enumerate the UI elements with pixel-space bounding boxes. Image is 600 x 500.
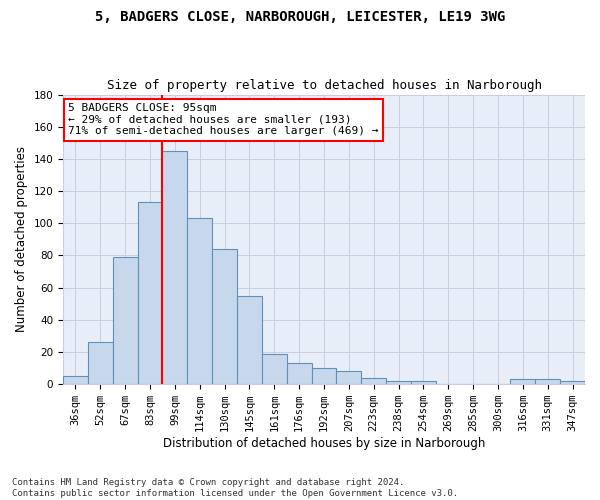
Text: 5 BADGERS CLOSE: 95sqm
← 29% of detached houses are smaller (193)
71% of semi-de: 5 BADGERS CLOSE: 95sqm ← 29% of detached… <box>68 103 379 136</box>
Bar <box>262 354 287 384</box>
Text: Contains HM Land Registry data © Crown copyright and database right 2024.
Contai: Contains HM Land Registry data © Crown c… <box>12 478 458 498</box>
Bar <box>535 380 560 384</box>
Bar <box>560 381 585 384</box>
Bar <box>287 364 311 384</box>
Bar <box>63 376 88 384</box>
Bar <box>411 381 436 384</box>
Bar <box>113 257 137 384</box>
Bar <box>237 296 262 384</box>
Bar <box>311 368 337 384</box>
Bar <box>511 380 535 384</box>
X-axis label: Distribution of detached houses by size in Narborough: Distribution of detached houses by size … <box>163 437 485 450</box>
Bar <box>386 381 411 384</box>
Y-axis label: Number of detached properties: Number of detached properties <box>15 146 28 332</box>
Bar <box>187 218 212 384</box>
Bar <box>361 378 386 384</box>
Bar <box>137 202 163 384</box>
Title: Size of property relative to detached houses in Narborough: Size of property relative to detached ho… <box>107 79 542 92</box>
Text: 5, BADGERS CLOSE, NARBOROUGH, LEICESTER, LE19 3WG: 5, BADGERS CLOSE, NARBOROUGH, LEICESTER,… <box>95 10 505 24</box>
Bar <box>337 372 361 384</box>
Bar <box>212 249 237 384</box>
Bar <box>163 151 187 384</box>
Bar <box>88 342 113 384</box>
